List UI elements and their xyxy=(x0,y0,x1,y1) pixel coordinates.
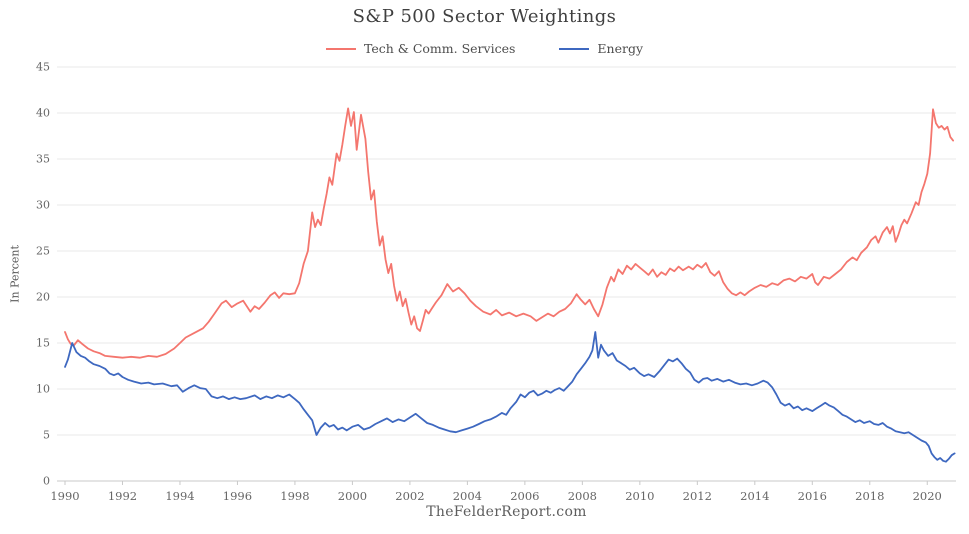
energy-line-swatch xyxy=(559,47,590,50)
y-tick-label: 30 xyxy=(36,199,50,212)
chart-title: S&P 500 Sector Weightings xyxy=(352,6,617,27)
x-tick-label: 2018 xyxy=(855,489,884,503)
x-tick-label: 2010 xyxy=(625,489,654,503)
legend-item-energy: Energy xyxy=(559,41,643,56)
y-tick-label: 20 xyxy=(36,291,50,304)
legend-label-energy: Energy xyxy=(597,41,644,56)
y-tick-label: 5 xyxy=(43,429,50,442)
x-tick-label: 2008 xyxy=(568,489,597,503)
x-tick-label: 2002 xyxy=(395,489,424,503)
watermark-text: TheFelderReport.com xyxy=(426,504,587,520)
y-tick-label: 10 xyxy=(36,383,50,396)
x-tick-label: 1998 xyxy=(280,489,309,503)
x-tick-label: 1994 xyxy=(165,489,194,503)
y-tick-label: 15 xyxy=(36,337,50,350)
x-tick-label: 2012 xyxy=(683,489,712,503)
x-tick-label: 2014 xyxy=(740,489,769,503)
x-tick-label: 1992 xyxy=(108,489,137,503)
y-tick-label: 35 xyxy=(36,153,50,166)
series-line-tech-comm-services xyxy=(64,107,954,359)
legend-item-tech: Tech & Comm. Services xyxy=(325,41,516,56)
y-tick-label: 0 xyxy=(43,475,50,488)
x-tick-label: 2000 xyxy=(338,489,367,503)
x-tick-label: 1990 xyxy=(50,489,79,503)
x-tick-label: 2020 xyxy=(913,489,942,503)
x-tick-label: 2016 xyxy=(798,489,827,503)
y-tick-label: 25 xyxy=(36,245,50,258)
series-line-energy xyxy=(64,331,956,463)
y-tick-label: 45 xyxy=(36,61,50,74)
y-tick-label: 40 xyxy=(36,107,50,120)
tech-line-swatch xyxy=(325,47,356,50)
x-tick-label: 2006 xyxy=(510,489,539,503)
legend-label-tech: Tech & Comm. Services xyxy=(363,41,516,56)
x-tick-label: 2004 xyxy=(453,489,482,503)
legend: Tech & Comm. Services Energy xyxy=(0,41,969,56)
x-tick-label: 1996 xyxy=(223,489,252,503)
